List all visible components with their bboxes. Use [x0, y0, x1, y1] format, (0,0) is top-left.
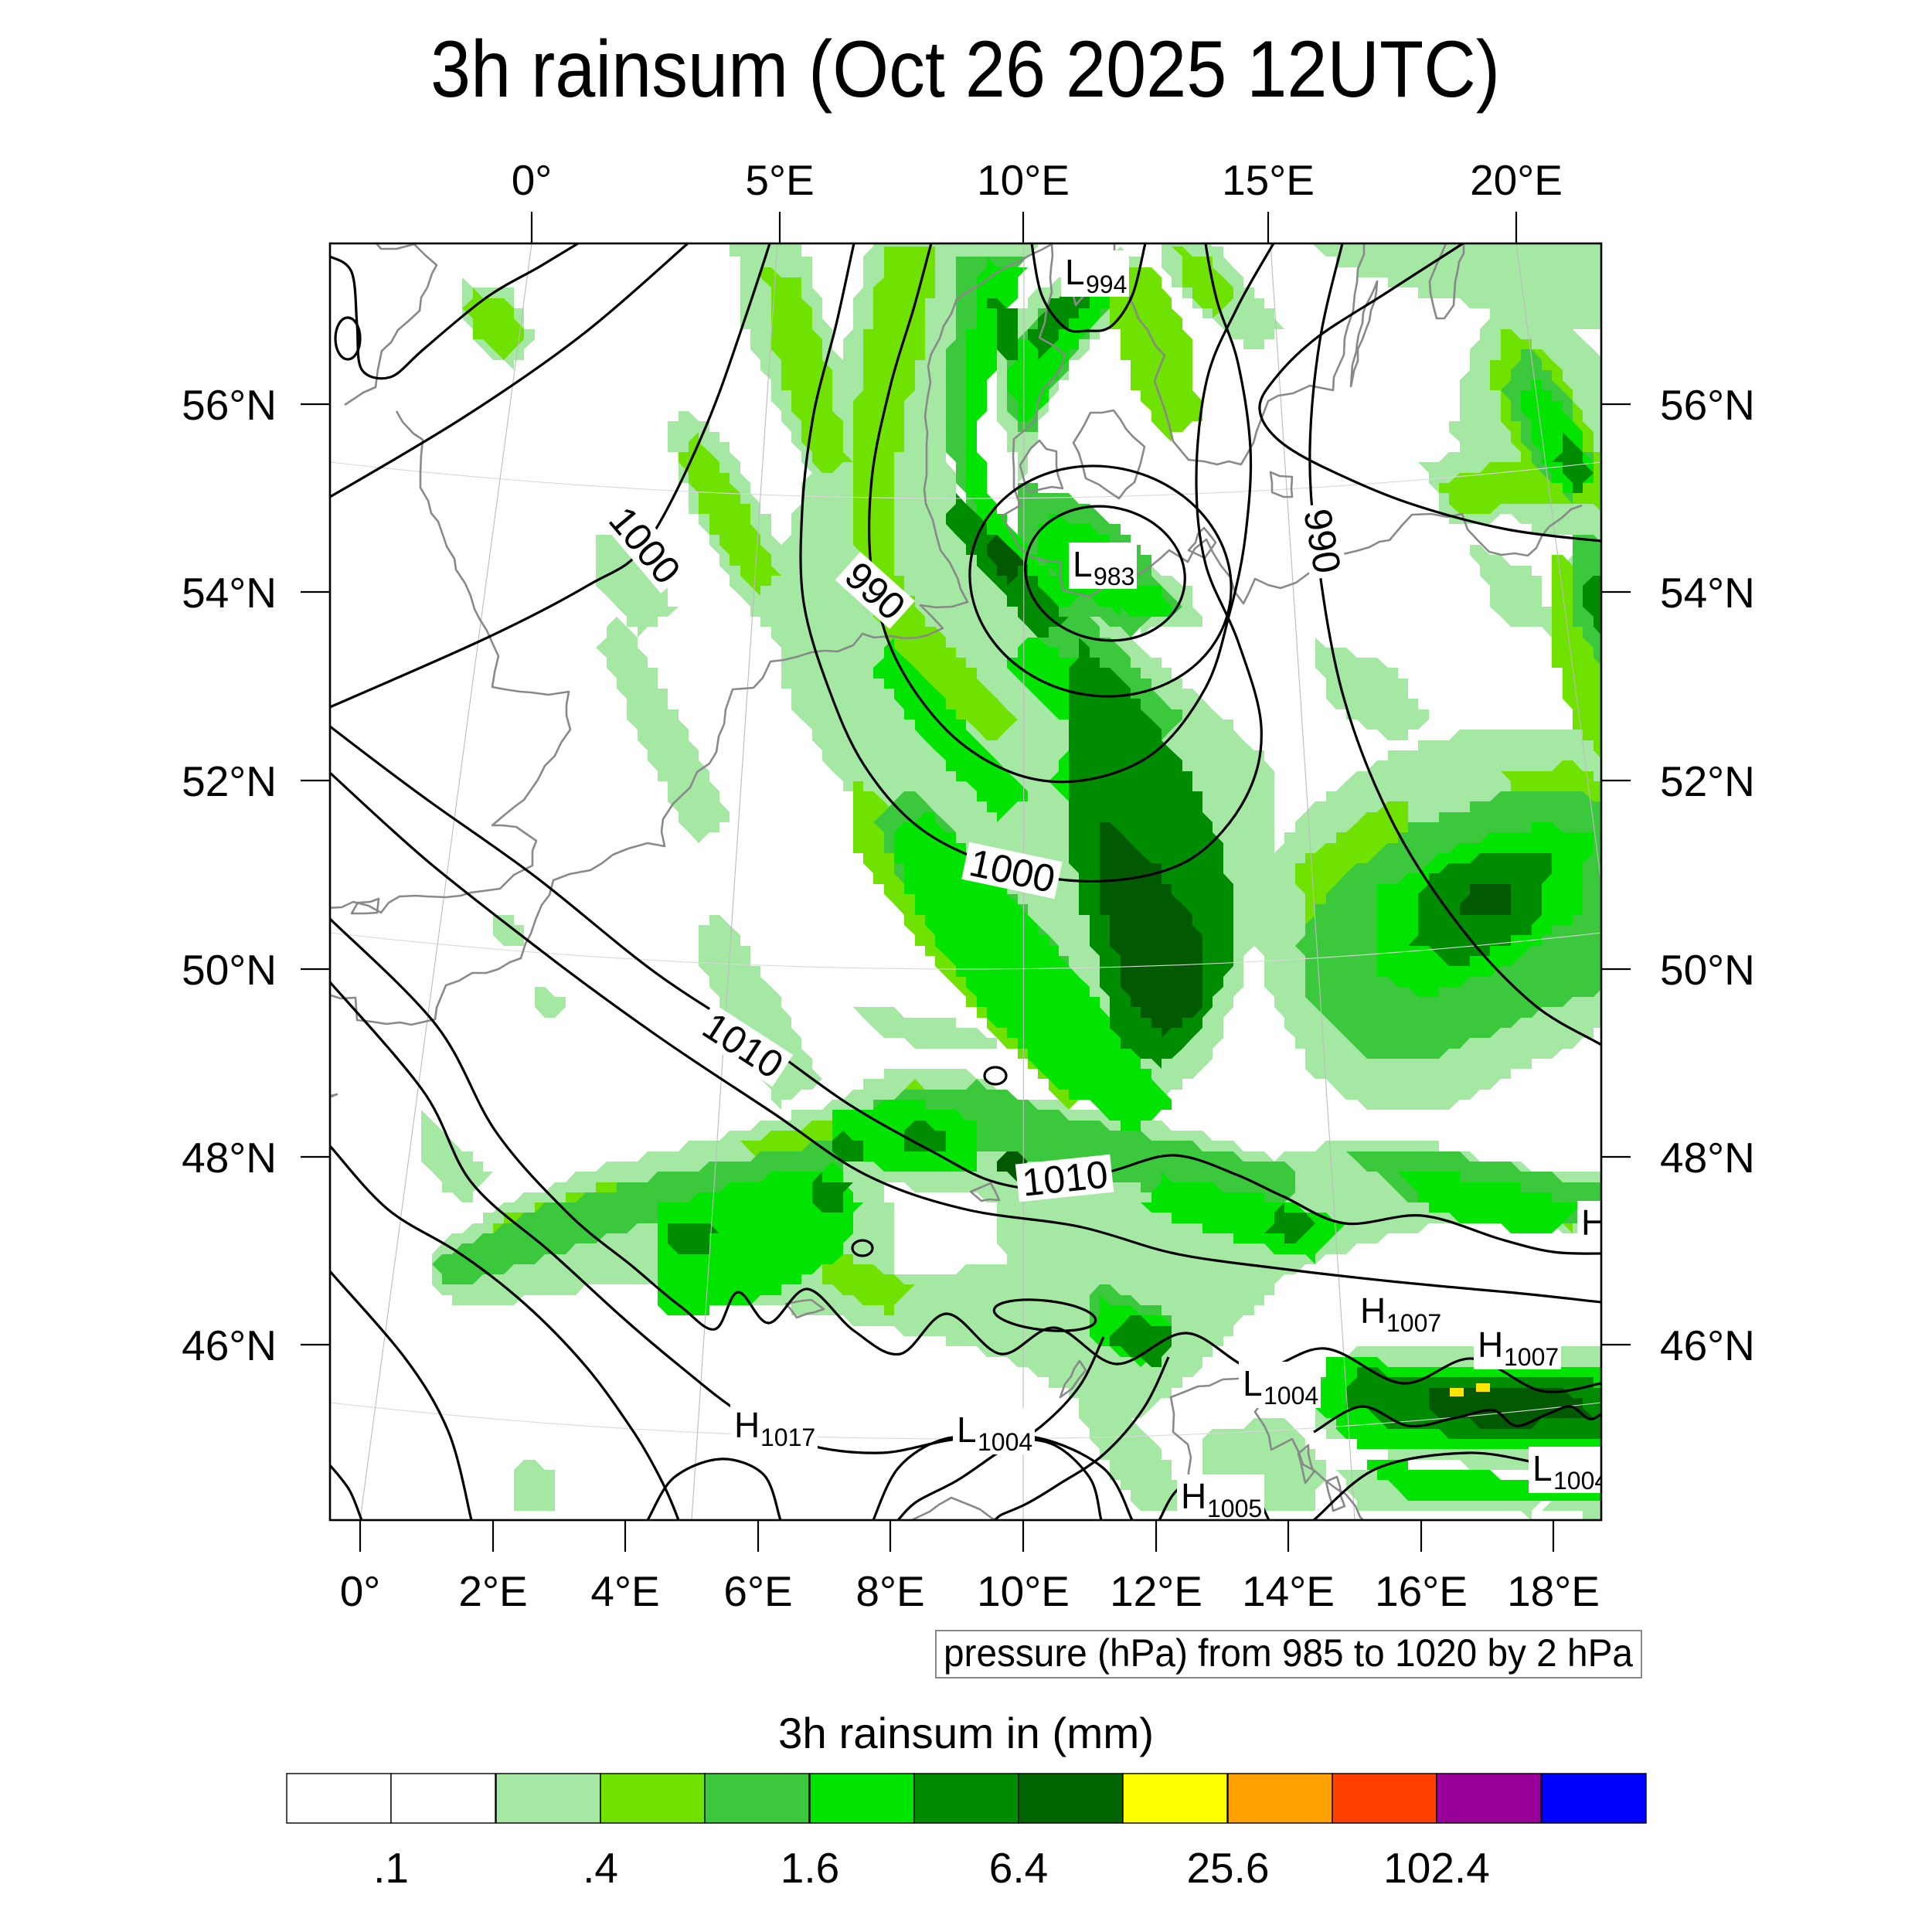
svg-text:14°E: 14°E: [1242, 1567, 1335, 1615]
svg-text:H: H: [1478, 1325, 1503, 1365]
svg-text:52°N: 52°N: [1660, 757, 1755, 805]
svg-text:1007: 1007: [1386, 1309, 1441, 1337]
svg-text:3h rainsum (Oct 26 2025 12UTC): 3h rainsum (Oct 26 2025 12UTC): [430, 25, 1500, 114]
svg-text:48°N: 48°N: [182, 1134, 277, 1182]
svg-text:5°E: 5°E: [745, 156, 814, 204]
svg-text:52°N: 52°N: [182, 757, 277, 805]
svg-text:1005: 1005: [1207, 1495, 1262, 1522]
svg-text:L: L: [957, 1410, 977, 1450]
svg-text:1.6: 1.6: [781, 1844, 839, 1892]
svg-text:3h rainsum in (mm): 3h rainsum in (mm): [778, 1709, 1154, 1757]
svg-text:15°E: 15°E: [1222, 156, 1315, 204]
svg-text:56°N: 56°N: [1660, 381, 1755, 429]
svg-text:1017: 1017: [760, 1423, 815, 1451]
svg-text:12°E: 12°E: [1110, 1567, 1202, 1615]
svg-text:25.6: 25.6: [1186, 1844, 1269, 1892]
svg-text:1007: 1007: [1504, 1343, 1559, 1371]
svg-text:6.4: 6.4: [989, 1844, 1048, 1892]
svg-text:8°E: 8°E: [855, 1567, 924, 1615]
svg-text:48°N: 48°N: [1660, 1134, 1755, 1182]
svg-text:0°: 0°: [512, 156, 553, 204]
svg-text:.4: .4: [583, 1844, 618, 1892]
svg-text:1010: 1010: [1020, 1152, 1110, 1204]
svg-text:983: 983: [1094, 563, 1134, 590]
svg-text:L: L: [1065, 252, 1085, 292]
svg-text:10°E: 10°E: [977, 1567, 1070, 1615]
svg-text:102.4: 102.4: [1383, 1844, 1490, 1892]
svg-text:18°E: 18°E: [1507, 1567, 1600, 1615]
svg-text:L: L: [1073, 544, 1093, 584]
svg-text:46°N: 46°N: [182, 1321, 277, 1369]
svg-text:994: 994: [1086, 270, 1127, 298]
svg-text:54°N: 54°N: [1660, 569, 1755, 617]
svg-text:1004: 1004: [1553, 1467, 1608, 1495]
svg-text:54°N: 54°N: [182, 569, 277, 617]
svg-text:H: H: [734, 1405, 760, 1445]
svg-text:L: L: [1532, 1448, 1553, 1488]
svg-text:2°E: 2°E: [458, 1567, 527, 1615]
svg-text:0°: 0°: [340, 1567, 381, 1615]
svg-text:10°E: 10°E: [977, 156, 1070, 204]
svg-text:16°E: 16°E: [1375, 1567, 1468, 1615]
svg-text:pressure (hPa) from 985 to 102: pressure (hPa) from 985 to 1020 by 2 hPa: [944, 1631, 1633, 1675]
svg-text:46°N: 46°N: [1660, 1321, 1755, 1369]
svg-text:L: L: [1243, 1363, 1263, 1403]
svg-text:4°E: 4°E: [590, 1567, 659, 1615]
svg-text:H: H: [1181, 1476, 1206, 1516]
svg-text:6°E: 6°E: [723, 1567, 792, 1615]
svg-text:56°N: 56°N: [182, 381, 277, 429]
svg-text:20°E: 20°E: [1470, 156, 1563, 204]
svg-text:.1: .1: [373, 1844, 409, 1892]
svg-text:50°N: 50°N: [1660, 946, 1755, 994]
svg-text:H: H: [1581, 1202, 1607, 1243]
svg-text:H: H: [1360, 1291, 1386, 1331]
svg-text:1004: 1004: [978, 1428, 1032, 1456]
svg-text:50°N: 50°N: [182, 946, 277, 994]
svg-text:1004: 1004: [1264, 1382, 1318, 1410]
